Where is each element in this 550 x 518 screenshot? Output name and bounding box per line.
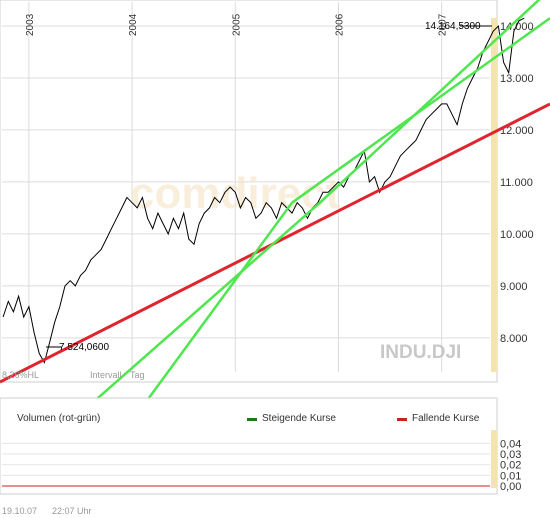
legend-falling-swatch	[397, 418, 407, 421]
volume-panel	[0, 397, 498, 495]
price-gridlines	[2, 2, 490, 372]
trendline-extension	[89, 201, 321, 406]
x-axis-labels: 2003 2004 2005 2006 2007	[25, 13, 449, 36]
volume-tick-label: 0,03	[500, 449, 521, 461]
price-line	[2, 17, 525, 364]
x-tick-label: 2006	[334, 13, 345, 36]
legend-rising: Steigende Kurse	[262, 413, 336, 424]
legend-falling: Fallende Kurse	[412, 413, 480, 424]
x-tick-label: 2005	[231, 13, 242, 36]
footer-tag: Tag	[130, 370, 145, 380]
trendlines	[0, 0, 550, 437]
footer-interval: Intervall	[90, 370, 122, 380]
volume-axis-band	[491, 430, 497, 488]
y-tick-label: 13.000	[500, 73, 534, 85]
high-annotation: 14.164,5300	[425, 21, 481, 32]
y-axis-labels: 8.000 9.000 10.000 11.000 12.000 13.000 14.000	[500, 21, 534, 345]
symbol-label: INDU.DJI	[380, 342, 461, 363]
x-tick-label: 2004	[128, 13, 139, 36]
y-tick-label: 12.000	[500, 125, 534, 137]
x-tick-label: 2007	[438, 13, 449, 36]
trendline	[291, 17, 550, 204]
volume-tick-label: 0,00	[500, 481, 521, 493]
y-tick-label: 8.000	[500, 333, 528, 345]
volume-tick-label: 0,01	[500, 470, 521, 482]
volume-title: Volumen (rot-grün)	[17, 413, 100, 424]
y-axis-band	[491, 18, 497, 372]
y-tick-label: 11.000	[500, 177, 533, 189]
y-tick-label: 10.000	[500, 229, 534, 241]
trendline	[319, 0, 541, 204]
footer-range: 8,26%HL	[2, 370, 39, 380]
volume-tick-label: 0,04	[500, 438, 521, 450]
low-annotation: 7.524,0600	[59, 342, 109, 353]
volume-tick-label: 0,02	[500, 460, 521, 472]
legend-rising-swatch	[247, 418, 257, 421]
timestamp-date: 19.10.07	[2, 506, 37, 516]
trendline-extension	[119, 201, 294, 437]
volume-axis-labels: 0,040,030,020,010,00	[500, 438, 521, 493]
x-tick-label: 2003	[25, 13, 36, 36]
y-tick-label: 14.000	[500, 21, 534, 33]
y-tick-label: 9.000	[500, 281, 528, 293]
price-panel	[0, 0, 498, 383]
timestamp-time: 22:07 Uhr	[52, 506, 92, 516]
